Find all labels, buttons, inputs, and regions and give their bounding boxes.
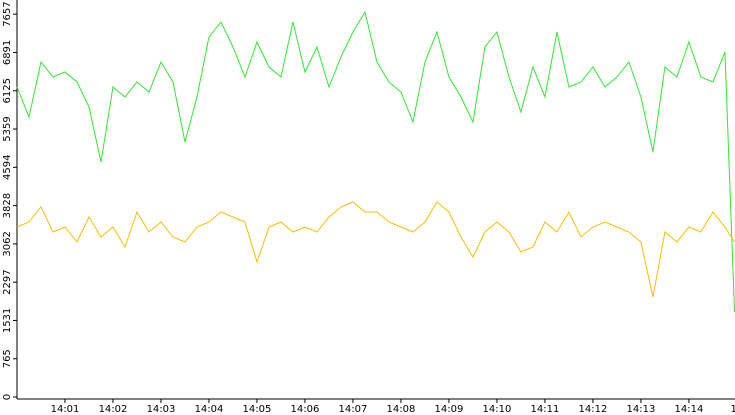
x-tick-label: 14:14	[675, 404, 704, 415]
y-tick-label: 3062	[2, 231, 13, 256]
x-tick-label: 14:08	[387, 404, 416, 415]
series-line	[16, 201, 735, 298]
x-tick-label: 14:06	[291, 404, 320, 415]
y-tick-label: 3828	[2, 193, 13, 218]
x-tick-label: 14:03	[147, 404, 176, 415]
y-tick-label: 2297	[2, 269, 13, 294]
x-tick-label: 14:02	[99, 404, 128, 415]
x-tick-label: 14:10	[483, 404, 512, 415]
x-tick-label: 14:01	[51, 404, 80, 415]
y-tick-label: 5359	[2, 116, 13, 141]
x-tick-label: 14:13	[627, 404, 656, 415]
series-line	[16, 10, 735, 313]
x-tick-label: 14:05	[243, 404, 272, 415]
x-tick-label: 14	[731, 404, 735, 415]
y-tick-label: 6891	[2, 40, 13, 65]
x-tick-label: 14:11	[531, 404, 560, 415]
x-tick-label: 14:09	[435, 404, 464, 415]
y-tick-label: 0	[2, 394, 13, 400]
x-tick-label: 14:12	[579, 404, 608, 415]
x-tick-label: 14:04	[195, 404, 224, 415]
y-tick-label: 7657	[2, 1, 13, 26]
y-tick-label: 765	[2, 349, 13, 368]
x-tick-label: 14:07	[339, 404, 368, 415]
y-tick-label: 1531	[2, 308, 13, 333]
y-tick-label: 4594	[2, 155, 13, 180]
y-tick-label: 6125	[2, 78, 13, 103]
